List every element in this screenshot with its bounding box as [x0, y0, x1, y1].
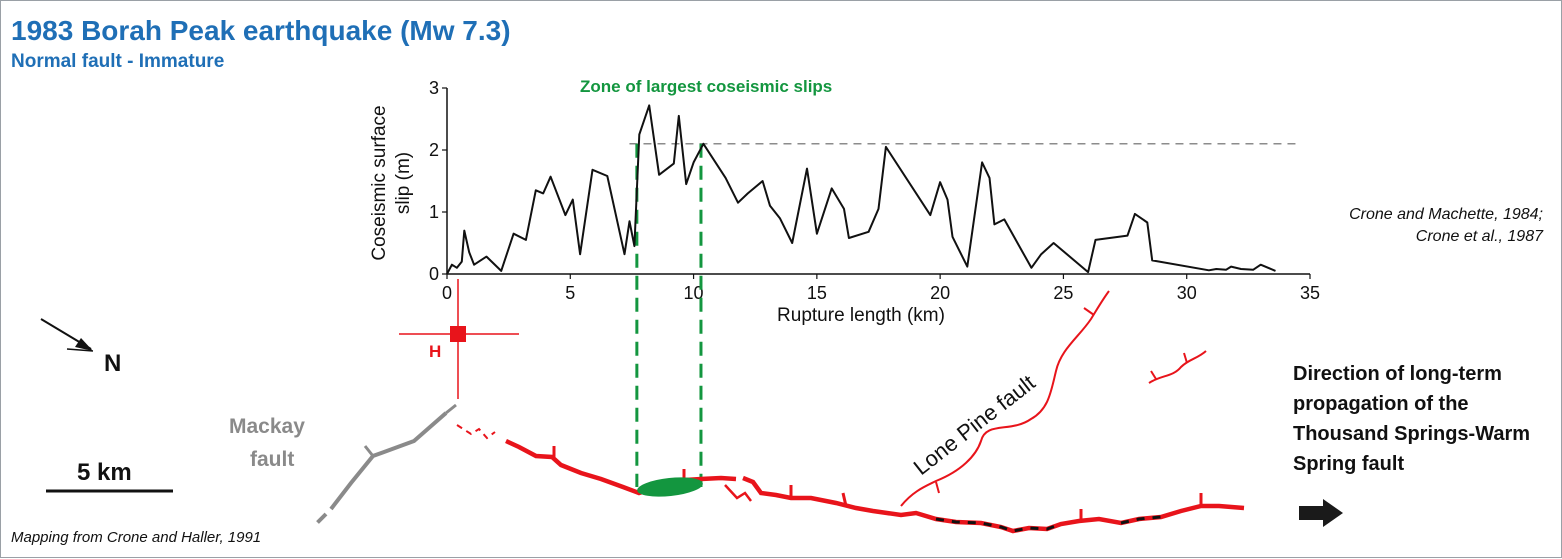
lone-pine-fault-trace [900, 290, 1207, 507]
direction-arrow-icon [1299, 499, 1343, 527]
y-tick-label: 3 [429, 78, 439, 98]
figure-subtitle: Normal fault - Immature [11, 51, 225, 72]
north-label: N [104, 350, 121, 377]
mackay-fault-trace [311, 403, 457, 529]
x-tick-label: 25 [1053, 283, 1073, 303]
zone-annotation: Zone of largest coseismic slips [580, 77, 832, 96]
x-tick-label: 20 [930, 283, 950, 303]
citation: Crone and Machette, 1984; Crone et al., … [1349, 204, 1543, 248]
borah-peak-rupture [456, 424, 1245, 534]
y-tick-label: 2 [429, 140, 439, 160]
hypocenter-label: H [429, 342, 441, 361]
y-axis-label-line1: Coseismic surface [369, 105, 390, 260]
series-line-0 [446, 104, 1276, 275]
x-tick-label: 15 [807, 283, 827, 303]
x-tick-label: 35 [1300, 283, 1320, 303]
x-tick-label: 10 [684, 283, 704, 303]
mapping-credit: Mapping from Crone and Haller, 1991 [11, 529, 262, 546]
figure-title: 1983 Borah Peak earthquake (Mw 7.3) [11, 15, 511, 46]
north-arrow-icon [40, 318, 94, 352]
mackay-label-line2: fault [250, 448, 294, 471]
x-tick-label: 30 [1177, 283, 1197, 303]
citation-line2: Crone et al., 1987 [1415, 228, 1543, 245]
x-axis-label: Rupture length (km) [777, 305, 945, 326]
y-axis-label-line2: slip (m) [393, 152, 414, 214]
scale-label: 5 km [77, 459, 132, 486]
y-tick-label: 1 [429, 202, 439, 222]
mackay-label-line1: Mackay [229, 415, 305, 438]
chart-layer: 0 5 10 15 20 25 30 35 0 1 2 3 [429, 78, 1320, 487]
y-tick-label: 0 [429, 264, 439, 284]
direction-label: Direction of long-term propagation of th… [1293, 363, 1531, 475]
citation-line1: Crone and Machette, 1984; [1349, 206, 1543, 223]
x-tick-label: 5 [565, 283, 575, 303]
x-tick-label: 0 [442, 283, 452, 303]
slip-zone-ellipse [637, 477, 703, 497]
map: N H Mackay fault [40, 279, 1343, 534]
hypocenter-icon [399, 279, 519, 399]
